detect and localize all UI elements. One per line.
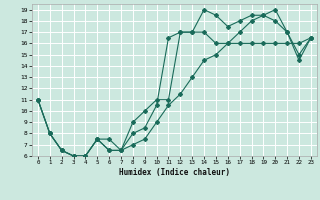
X-axis label: Humidex (Indice chaleur): Humidex (Indice chaleur)	[119, 168, 230, 177]
